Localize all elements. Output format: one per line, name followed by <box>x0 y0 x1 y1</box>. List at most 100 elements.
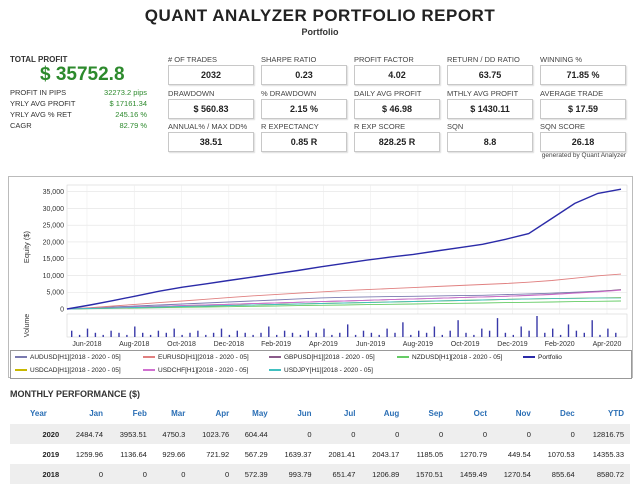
legend-label: Portfolio <box>538 354 562 361</box>
stat-label: % DRAWDOWN <box>261 89 317 98</box>
stat-value: 38.51 <box>168 132 254 152</box>
volume-bar <box>212 332 215 337</box>
volume-bar <box>134 326 136 337</box>
value-cell: 0 <box>493 424 537 444</box>
series-line <box>66 300 622 310</box>
volume-bar <box>78 334 81 337</box>
col-header: YTD <box>608 408 624 418</box>
volume-bar <box>402 322 404 337</box>
volume-bar <box>126 334 128 337</box>
kv-value: 32273.2 pips <box>104 88 147 97</box>
value-cell: 4750.3 <box>152 424 192 444</box>
volume-bar <box>71 330 73 337</box>
legend-entry: GBPUSD[H1][2018 - 2020 - 05] <box>269 353 375 362</box>
legend-entry: USDCHF[H1][2018 - 2020 - 05] <box>143 366 248 375</box>
table-header-row: Year Jan Feb Mar Apr May Jun Jul Aug Sep… <box>10 402 630 424</box>
kv-value: 245.16 % <box>115 110 147 119</box>
volume-bar <box>315 332 317 337</box>
volume-bar <box>615 332 617 337</box>
ytd-cell: 14355.33 <box>592 449 624 459</box>
kv-label: PROFIT IN PIPS <box>10 88 67 97</box>
table-row: 2020 2484.74 3953.51 4750.3 1023.76 604.… <box>10 424 630 444</box>
stat-label: R EXPECTANCY <box>261 122 319 131</box>
col-header: Aug <box>383 408 400 418</box>
legend-entry: NZDUSD[H1][2018 - 2020 - 05] <box>397 353 502 362</box>
volume-bar <box>394 332 396 337</box>
x-tick-label: Aug-2018 <box>119 341 149 348</box>
value-cell: 2043.17 <box>372 449 400 459</box>
stat-label: SHARPE RATIO <box>261 55 317 64</box>
stat-label: MTHLY AVG PROFIT <box>447 89 519 98</box>
monthly-performance-table: Year Jan Feb Mar Apr May Jun Jul Aug Sep… <box>10 402 630 484</box>
volume-bar <box>220 328 223 337</box>
volume-bar <box>189 332 191 337</box>
value-cell: 721.92 <box>206 449 230 459</box>
report-subtitle: Portfolio <box>301 27 339 37</box>
stat-value: $ 1430.11 <box>447 99 533 119</box>
report-title: QUANT ANALYZER PORTFOLIO REPORT <box>144 6 496 25</box>
kv-value: 82.79 % <box>119 121 147 130</box>
stat-label: WINNING % <box>540 55 583 64</box>
volume-bar <box>386 328 388 337</box>
volume-bar <box>110 330 112 337</box>
kv-label: YRLY AVG % RET <box>10 110 72 119</box>
volume-bar <box>173 328 175 337</box>
volume-bar <box>236 330 238 337</box>
stat-value: 4.02 <box>354 65 440 85</box>
volume-bar <box>370 332 373 337</box>
value-cell: 1570.51 <box>405 464 450 484</box>
volume-bar <box>473 334 475 337</box>
value-cell: 1639.37 <box>284 449 312 459</box>
volume-bar <box>283 330 286 337</box>
stat-value: 26.18 <box>540 132 626 152</box>
monthly-performance-title: MONTHLY PERFORMANCE ($) <box>10 389 141 399</box>
x-tick-label: Oct-2018 <box>167 341 196 348</box>
table-row: 2019 1259.96 1136.64 929.66 721.92 567.2… <box>10 444 630 464</box>
series-line <box>66 289 622 310</box>
value-cell: 0 <box>109 464 153 484</box>
kv-value: $ 17161.34 <box>109 99 147 108</box>
legend-swatch <box>143 369 155 372</box>
value-cell: 651.47 <box>317 464 362 484</box>
volume-bar <box>118 332 120 337</box>
y-tick-label: 5,000 <box>46 290 64 297</box>
value-cell: 604.44 <box>235 424 274 444</box>
stat-label: DAILY AVG PROFIT <box>354 89 422 98</box>
volume-bar <box>528 330 530 337</box>
x-tick-label: Jun-2019 <box>356 341 385 348</box>
legend-entry: Portfolio <box>523 353 562 362</box>
value-cell: 572.39 <box>235 464 274 484</box>
yrly-avg-ret-row: YRLY AVG % RET 245.16 % <box>10 110 147 119</box>
volume-bar <box>86 328 89 337</box>
value-cell: 567.29 <box>244 449 268 459</box>
volume-bar <box>347 324 349 337</box>
volume-bar <box>362 330 365 337</box>
col-header: Year <box>30 408 47 418</box>
x-tick-label: Oct-2019 <box>451 341 480 348</box>
volume-bar <box>244 332 246 337</box>
profit-in-pips-row: PROFIT IN PIPS 32273.2 pips <box>10 88 147 97</box>
y-tick-label: 10,000 <box>43 273 65 280</box>
legend-swatch <box>269 356 281 359</box>
y-tick-label: 15,000 <box>43 256 65 263</box>
value-cell: 1270.54 <box>493 464 537 484</box>
kv-label: YRLY AVG PROFIT <box>10 99 76 108</box>
volume-bar <box>165 332 167 337</box>
y-tick-label: 35,000 <box>43 189 65 196</box>
x-tick-label: Jun-2018 <box>72 341 101 348</box>
stat-value: 8.8 <box>447 132 533 152</box>
legend-label: NZDUSD[H1][2018 - 2020 - 05] <box>412 354 503 361</box>
volume-bar <box>559 334 562 337</box>
volume-bar <box>291 332 294 337</box>
value-cell: 1270.79 <box>459 449 488 459</box>
kv-label: CAGR <box>10 121 32 130</box>
volume-bar <box>378 334 380 337</box>
volume-bar <box>520 326 522 337</box>
series-line <box>66 297 621 310</box>
plot-area <box>66 184 628 310</box>
value-cell: 449.54 <box>507 449 531 459</box>
legend-label: USDCHF[H1][2018 - 2020 - 05] <box>158 367 249 374</box>
volume-bar <box>276 334 278 337</box>
stat-value: $ 46.98 <box>354 99 440 119</box>
volume-bar <box>307 330 309 337</box>
